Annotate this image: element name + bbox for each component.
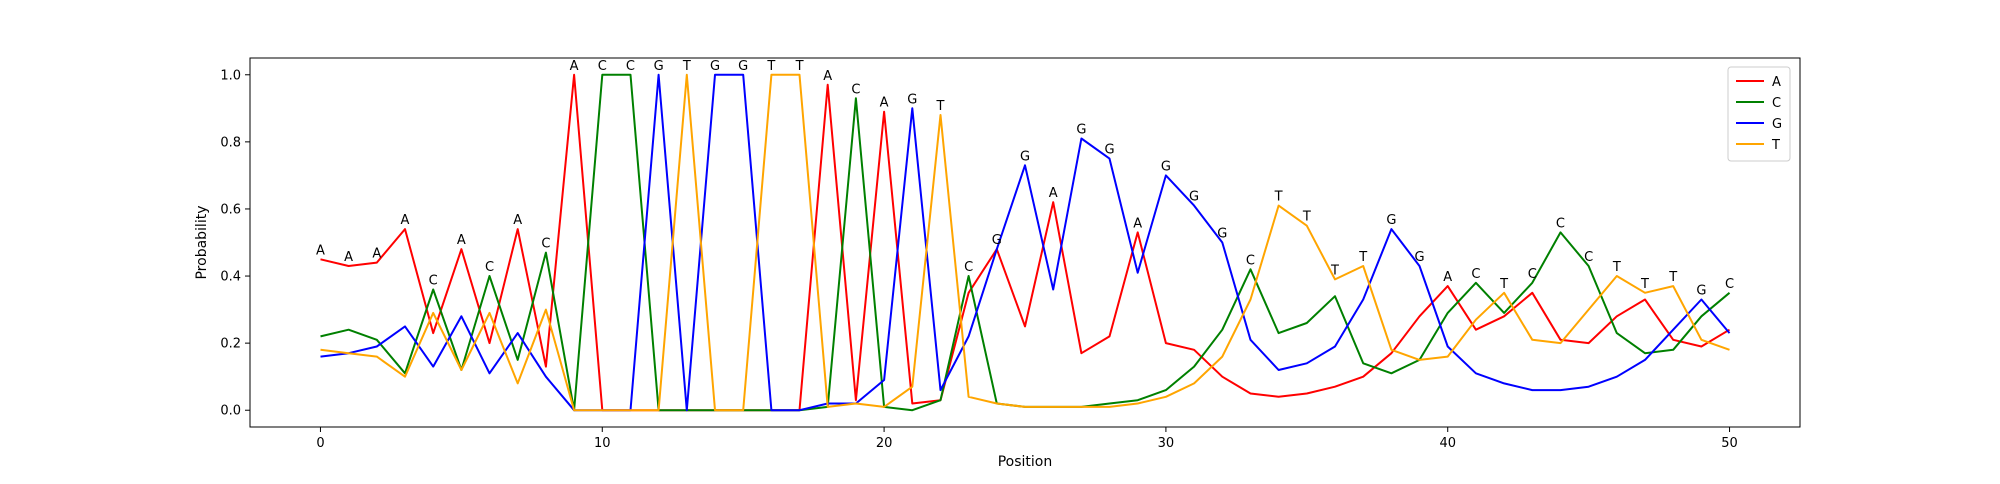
- annotation-letter: C: [1725, 277, 1734, 292]
- annotation-letter: T: [1612, 260, 1621, 275]
- annotation-letter: T: [1499, 277, 1508, 292]
- annotation-letter: T: [1640, 277, 1649, 292]
- annotation-letter: A: [1443, 270, 1452, 285]
- annotation-letter: T: [682, 59, 691, 74]
- annotation-letter: A: [880, 96, 889, 111]
- annotation-letter: A: [344, 250, 353, 265]
- annotation-letter: G: [738, 59, 748, 74]
- annotation-letter: G: [907, 92, 917, 107]
- y-axis-ticks: 0.0 0.2 0.4 0.6 0.8 1.0: [220, 68, 250, 419]
- annotation-letter: G: [1415, 250, 1425, 265]
- annotation-letter: G: [1105, 143, 1115, 158]
- annotation-letter: T: [1668, 270, 1677, 285]
- series-line-A: [320, 73, 1731, 412]
- y-tick-label: 0.0: [220, 404, 241, 419]
- x-tick-label: 0: [316, 436, 324, 451]
- y-tick-label: 1.0: [220, 68, 241, 83]
- y-tick-label: 0.4: [220, 270, 241, 285]
- y-tick-label: 0.6: [220, 202, 241, 217]
- annotation-letter: G: [1020, 149, 1030, 164]
- series-line-T: [320, 73, 1730, 412]
- x-tick-label: 40: [1439, 436, 1456, 451]
- legend-label-C: C: [1772, 96, 1781, 111]
- annotation-letter: C: [541, 237, 550, 252]
- annotation-letter: A: [372, 247, 381, 262]
- annotation-letter: C: [851, 82, 860, 97]
- annotation-letter: G: [1161, 159, 1171, 174]
- legend-label-T: T: [1771, 138, 1780, 153]
- annotation-letter: G: [1217, 227, 1227, 242]
- annotation-letter: G: [1076, 123, 1086, 138]
- y-tick-label: 0.2: [220, 337, 241, 352]
- annotation-letter: A: [1133, 216, 1142, 231]
- x-tick-label: 20: [876, 436, 893, 451]
- annotation-letter: G: [1189, 190, 1199, 205]
- annotation-letter: C: [1471, 267, 1480, 282]
- annotation-letter: A: [570, 59, 579, 74]
- annotation-letter: A: [457, 233, 466, 248]
- legend-box: [1727, 66, 1791, 162]
- annotation-letter: A: [513, 213, 522, 228]
- legend-label-G: G: [1772, 117, 1782, 132]
- x-axis-ticks: 0 10 20 30 40 50: [316, 427, 1738, 451]
- series-line-C: [320, 73, 1731, 412]
- annotation-letter: C: [626, 59, 635, 74]
- annotations: A A A A C A C A C A C C G T G G T T A C A G T C G G A G G A G G G C T T T T G G…: [316, 59, 1734, 299]
- series-line-G: [320, 73, 1731, 412]
- annotation-letter: T: [1330, 263, 1339, 278]
- annotation-letter: A: [823, 69, 832, 84]
- annotation-letter: T: [1302, 210, 1311, 225]
- annotation-letter: A: [1049, 186, 1058, 201]
- annotation-letter: C: [964, 260, 973, 275]
- series-lines: [320, 73, 1731, 412]
- annotation-letter: C: [1246, 253, 1255, 268]
- annotation-letter: A: [401, 213, 410, 228]
- annotation-letter: G: [710, 59, 720, 74]
- annotation-letter: T: [1358, 250, 1367, 265]
- annotation-letter: G: [1696, 284, 1706, 299]
- annotation-letter: T: [935, 99, 944, 114]
- annotation-letter: A: [316, 243, 325, 258]
- x-tick-label: 30: [1158, 436, 1175, 451]
- annotation-letter: C: [598, 59, 607, 74]
- legend-label-A: A: [1772, 75, 1781, 90]
- annotation-letter: C: [1584, 250, 1593, 265]
- x-tick-label: 10: [594, 436, 611, 451]
- x-tick-label: 50: [1721, 436, 1738, 451]
- x-axis-label: Position: [998, 454, 1053, 470]
- y-axis-label: Probability: [194, 205, 210, 279]
- annotation-letter: G: [654, 59, 664, 74]
- annotation-letter: T: [1274, 190, 1283, 205]
- y-tick-label: 0.8: [220, 135, 241, 150]
- annotation-letter: T: [766, 59, 775, 74]
- annotation-letter: C: [429, 273, 438, 288]
- annotation-letter: C: [1528, 267, 1537, 282]
- annotation-letter: C: [1556, 216, 1565, 231]
- annotation-letter: G: [1386, 213, 1396, 228]
- annotation-letter: G: [992, 233, 1002, 248]
- annotation-letter: T: [795, 59, 804, 74]
- plot-frame: [249, 57, 1801, 428]
- annotation-letter: C: [485, 260, 494, 275]
